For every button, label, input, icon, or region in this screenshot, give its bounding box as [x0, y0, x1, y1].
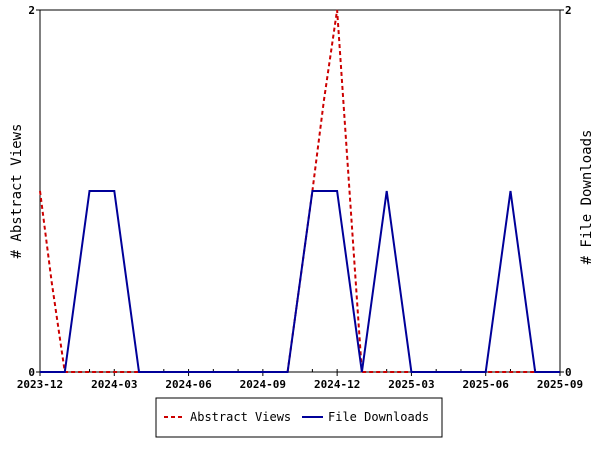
y-tick-label-right: 2	[565, 4, 572, 17]
y-tick-label-left: 2	[28, 4, 35, 17]
x-tick-label: 2024-03	[91, 378, 137, 391]
y-tick-label-right: 0	[565, 366, 572, 379]
legend-box	[155, 397, 443, 438]
x-tick-label: 2023-12	[17, 378, 63, 391]
x-axis-ticks: 2023-12 2024-03 2024-06 2024-09 2024-12 2025-…	[17, 369, 583, 391]
x-tick-label: 2025-09	[537, 378, 583, 391]
plot-frame	[39, 9, 561, 373]
x-tick-label: 2024-09	[240, 378, 286, 391]
legend-label: File Downloads	[328, 410, 429, 424]
series-layer	[39, 9, 560, 373]
x-tick-label: 2024-06	[165, 378, 212, 391]
y-axis-ticks: 0 2 0 2	[28, 4, 571, 379]
y-axis-title-left: # Abstract Views	[9, 124, 25, 259]
y-axis-title-right: # File Downloads	[579, 130, 595, 265]
x-tick-label: 2024-12	[314, 378, 360, 391]
x-tick-label: 2025-03	[388, 378, 434, 391]
x-tick-label: 2025-06	[463, 378, 510, 391]
y-tick-label-left: 0	[28, 366, 35, 379]
series-line-abstract-views	[39, 9, 560, 373]
series-line-file-downloads	[40, 190, 560, 373]
legend-label: Abstract Views	[190, 410, 291, 424]
legend: Abstract Views File Downloads	[155, 397, 443, 438]
